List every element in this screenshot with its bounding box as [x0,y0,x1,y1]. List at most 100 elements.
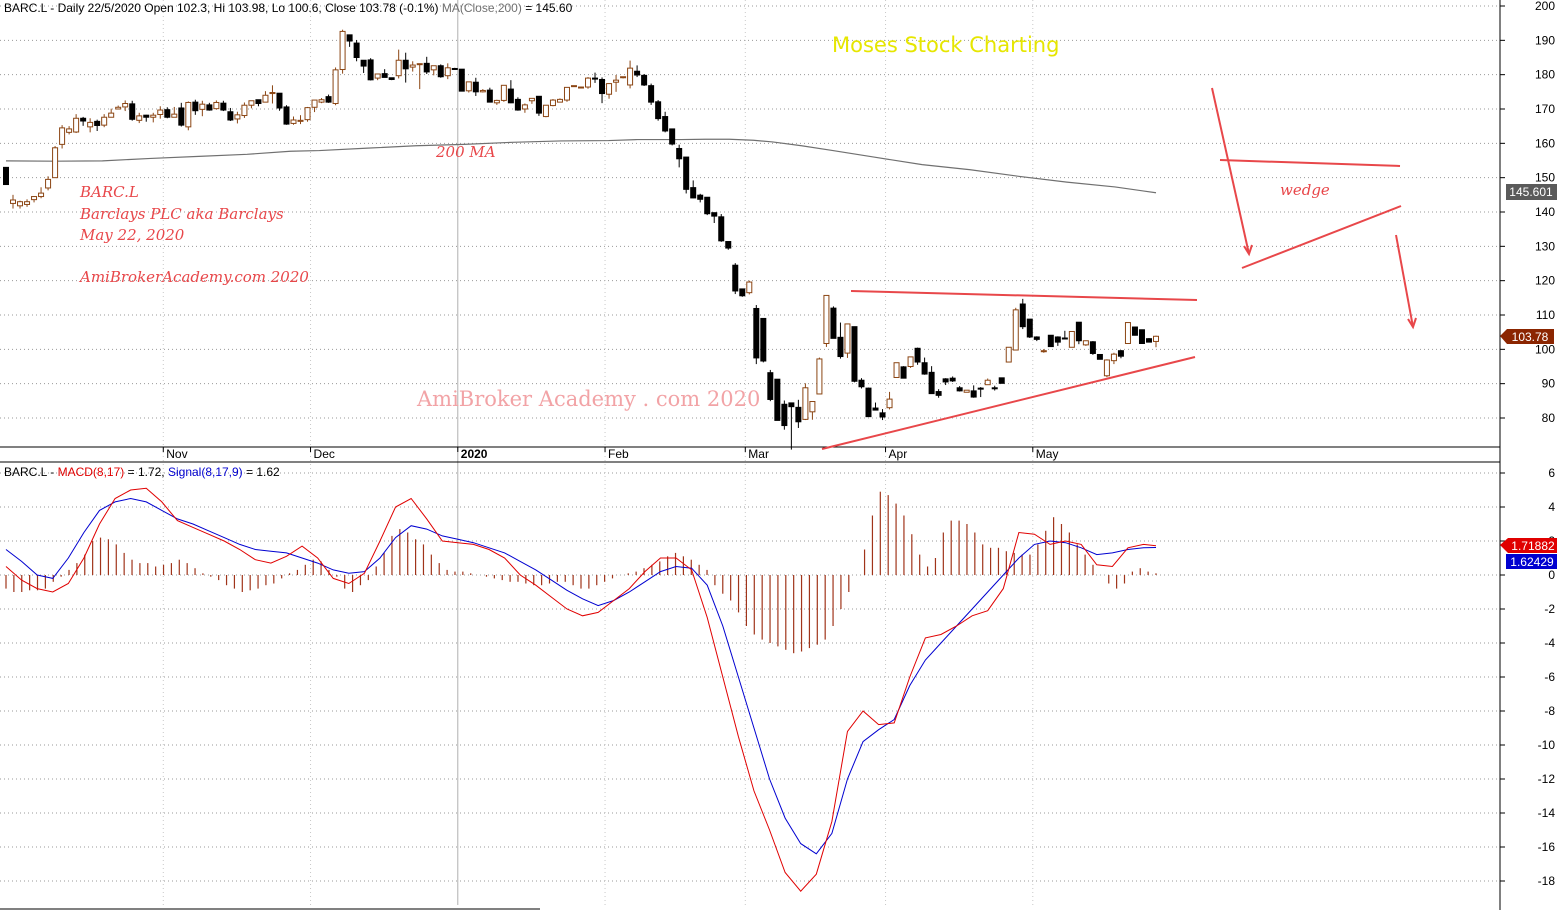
candle [648,83,655,105]
candle [108,108,115,118]
candle [1153,335,1159,348]
candle [374,73,381,81]
candle [430,65,437,76]
ticker-annotation: BARC.L [79,183,139,201]
candle [479,89,486,93]
candle [739,288,746,297]
ma200-layer [5,138,1157,194]
candle [416,63,423,90]
candle [585,77,592,89]
candle [17,200,24,209]
moses-title-annotation: Moses Stock Charting [832,33,1059,57]
candle [837,322,844,359]
candle [388,77,395,81]
candle [332,67,339,106]
candle [157,106,164,119]
candle [858,378,865,389]
wedge-bottom-line [1241,205,1402,269]
date-annotation: May 22, 2020 [79,226,185,244]
wedge-annotation: wedge [1280,181,1330,199]
candle [3,166,9,186]
close-last-value-text: 103.78 [1512,330,1549,344]
candle [774,378,781,421]
macd-tick-label: -18 [1538,874,1556,888]
wedge-left-arrow-head [1243,244,1253,257]
macd-tick-label: -10 [1538,738,1556,752]
month-axis-labels: Nov Dec 2020 Feb Mar Apr May [162,447,1058,461]
macd-tick-label: -4 [1544,636,1555,650]
company-annotation: Barclays PLC aka Barclays [79,205,284,223]
candle [1061,330,1068,340]
price-tick-label: 180 [1535,68,1555,82]
wedge-left-arrow-line [1211,87,1250,255]
price-tick-label: 90 [1542,377,1556,391]
candle [816,357,823,395]
candle [711,212,718,223]
ma200-line [5,138,1157,194]
candle [1117,350,1124,359]
candle [94,119,101,131]
candle [269,85,276,104]
candle [521,103,528,113]
candle [788,402,795,450]
candle [1103,359,1110,378]
price-tick-label: 100 [1535,342,1555,356]
macd-tick-label: -12 [1538,772,1556,786]
candle [381,69,388,78]
candle [465,81,472,93]
month-gridlines [162,0,1034,905]
candle [767,369,774,402]
candle [423,56,430,74]
candle [213,100,220,110]
candle [984,378,991,386]
price-tick-label: 150 [1535,171,1555,185]
price-tick-label: 120 [1535,274,1555,288]
candle [949,376,956,382]
candle [129,100,136,121]
candle [185,101,192,131]
candle [655,100,662,121]
candle [1054,336,1061,346]
candle [886,391,893,410]
candle [409,61,416,72]
candle [143,114,150,122]
macd-last-value-badge: 1.71882 [1500,538,1557,553]
candle [928,366,935,395]
candle [893,362,900,378]
macd-tick-label: -6 [1544,670,1555,684]
macd-lines-layer [5,487,1157,892]
price-tick-label: 170 [1535,102,1555,116]
candle [907,356,914,368]
candle [1110,352,1117,365]
candle [150,112,157,123]
candle [753,305,760,365]
watermark-annotation: AmiBroker Academy . com 2020 [416,387,760,411]
macd-tick-label: -8 [1544,704,1555,718]
candle [276,92,283,111]
month-label: Mar [748,447,769,461]
candle [318,98,325,104]
candle [1005,346,1012,363]
candle [80,116,87,126]
candle [136,112,143,124]
candle [472,77,479,96]
macd-tick-label: -14 [1538,806,1556,820]
macd-tick-label: 6 [1548,466,1555,480]
candle [528,97,535,104]
candle [563,86,570,102]
candle [620,76,627,79]
month-label: Feb [608,447,629,461]
candle [556,98,563,103]
candle [1040,348,1047,353]
candle [59,125,66,149]
candle [1019,298,1026,330]
candle [1138,329,1145,344]
candle [220,100,227,112]
candle [935,389,942,398]
candles-layer [3,29,1159,450]
candle [963,389,970,393]
candle [45,176,52,191]
candle [921,357,928,375]
candle [746,280,753,295]
candle [570,85,577,88]
